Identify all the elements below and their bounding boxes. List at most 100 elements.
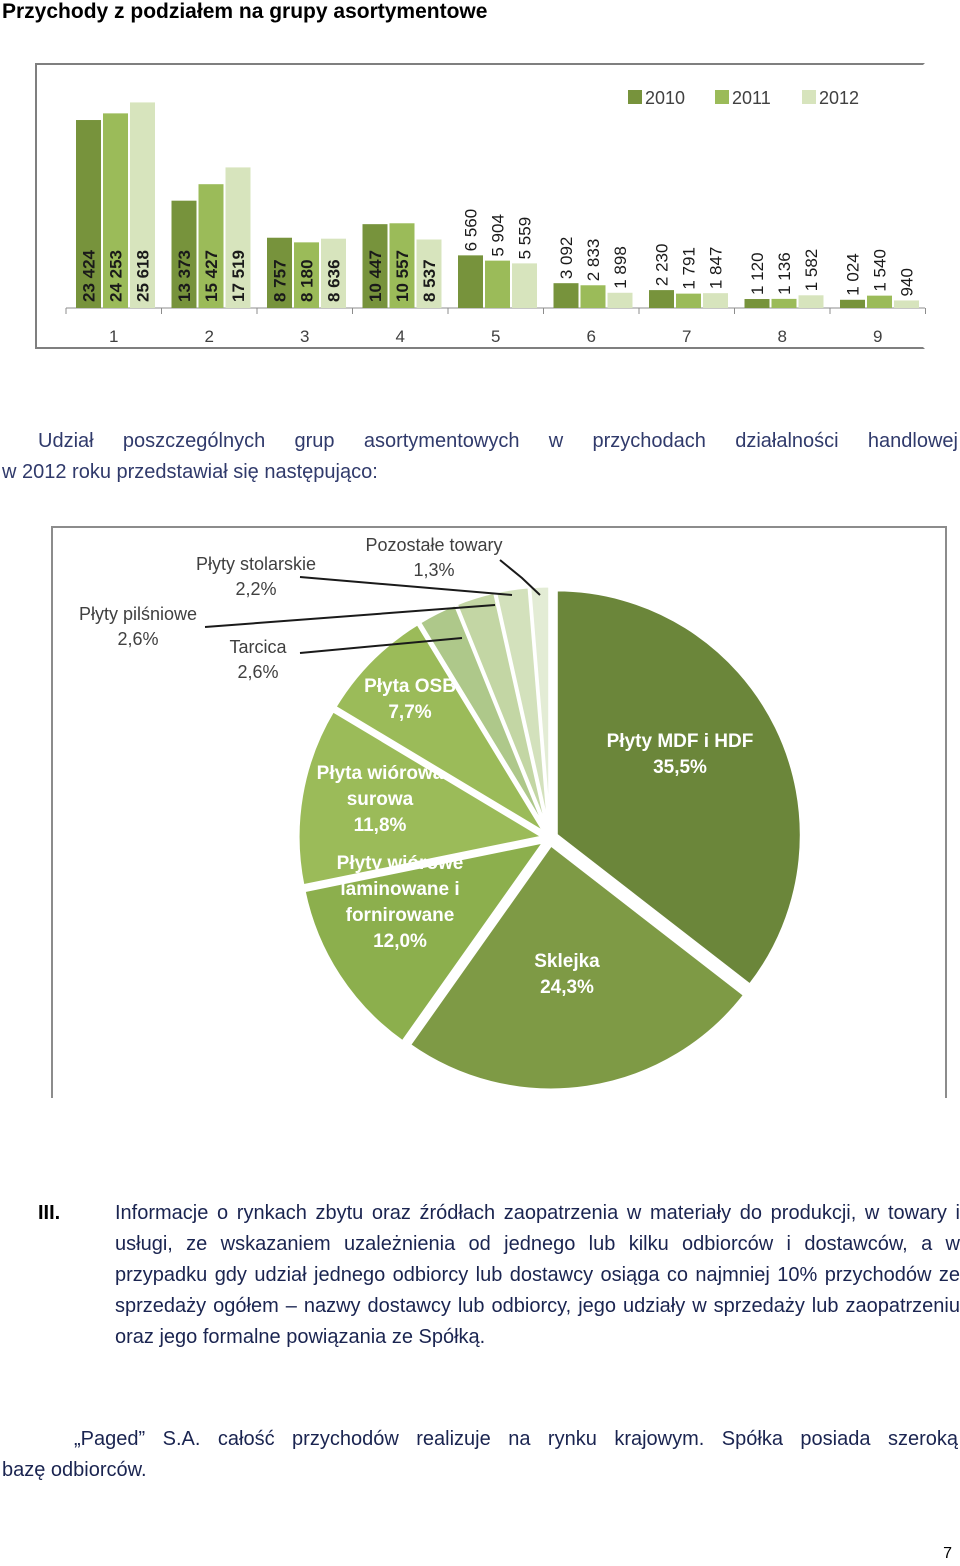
- closing-line-1: „Paged” S.A. całość przychodów realizuje…: [74, 1428, 958, 1450]
- pie-label: Płyta OSB: [364, 676, 456, 697]
- intro-paragraph: Udział poszczególnych grup asortymentowy…: [2, 426, 958, 488]
- bar-data-label: 8 180: [298, 259, 317, 302]
- bar: [840, 299, 865, 308]
- bar: [416, 239, 442, 308]
- bar-data-label: 2 230: [653, 244, 672, 287]
- bar: [225, 167, 251, 308]
- bar-data-label: 5 904: [489, 214, 508, 257]
- x-tick-label: 7: [682, 327, 691, 346]
- bar: [894, 300, 919, 308]
- bar-data-label: 10 557: [393, 250, 412, 302]
- page-number: 7: [943, 1545, 952, 1562]
- bar-data-label: 1 024: [844, 253, 863, 296]
- bar: [512, 263, 537, 308]
- pie-label: Płyta wiórowa: [317, 763, 444, 784]
- pie-label-pct: 2,6%: [117, 629, 158, 649]
- bar: [103, 113, 128, 308]
- pie-leader-line: [299, 576, 513, 596]
- x-tick-label: 4: [396, 327, 405, 346]
- closing-paragraph: „Paged” S.A. całość przychodów realizuje…: [2, 1424, 958, 1486]
- intro-line-2: w 2012 roku przedstawiał się następująco…: [2, 461, 378, 483]
- bar: [362, 224, 388, 308]
- pie-label: Tarcica: [229, 637, 287, 657]
- pie-label: Płyty stolarskie: [196, 554, 316, 574]
- bar: [130, 102, 155, 308]
- bar-data-label: 1 791: [680, 247, 699, 290]
- pie-label: Płyty wiórowe: [337, 853, 464, 874]
- bar: [485, 260, 510, 308]
- bar-data-label: 3 092: [557, 237, 576, 280]
- bar: [458, 255, 483, 308]
- bar: [321, 238, 346, 308]
- pie-label: 24,3%: [540, 977, 594, 998]
- bar: [580, 285, 606, 308]
- bar-data-label: 15 427: [202, 250, 221, 302]
- pie-leader-line: [204, 604, 496, 628]
- x-tick-label: 1: [109, 327, 118, 346]
- x-tick-label: 2: [205, 327, 214, 346]
- pie-chart: Płyty MDF i HDF 35,5% Sklejka 24,3% Płyty wi…: [51, 526, 947, 1098]
- pie-label: surowa: [347, 789, 414, 810]
- bar-data-label: 24 253: [107, 250, 126, 302]
- bar-data-label: 8 636: [325, 259, 344, 302]
- legend-label: 2012: [819, 88, 859, 108]
- page-heading: Przychody z podziałem na grupy asortymen…: [2, 0, 488, 23]
- bar-data-label: 1 898: [611, 246, 630, 289]
- bar-data-label: 1 136: [775, 252, 794, 295]
- pie-label: 7,7%: [388, 702, 431, 723]
- legend-label: 2010: [645, 88, 685, 108]
- bar: [703, 293, 728, 308]
- pie-slice: [302, 839, 548, 1044]
- pie-label: Sklejka: [534, 951, 600, 972]
- bar: [171, 200, 197, 308]
- bar: [553, 283, 579, 308]
- bar: [294, 242, 319, 308]
- pie-label: Pozostałe towary: [365, 535, 502, 555]
- x-tick-label: 9: [873, 327, 882, 346]
- legend-label: 2011: [732, 88, 771, 108]
- pie-leader-line: [499, 559, 541, 596]
- bar-chart: 1 23 424 24 253 25 618 2 13 373 15 427 17 519 3 8…: [65, 88, 926, 346]
- bar: [676, 293, 701, 308]
- bar-data-label: 2 833: [584, 239, 603, 282]
- bar-data-label: 25 618: [134, 250, 153, 302]
- bar-data-label: 10 447: [366, 250, 385, 302]
- legend-swatch: [715, 90, 729, 104]
- x-tick-label: 3: [300, 327, 309, 346]
- bar: [649, 290, 674, 308]
- bar-data-label: 6 560: [462, 209, 481, 252]
- bar-data-label: 17 519: [229, 250, 248, 302]
- bar-data-label: 1 120: [748, 252, 767, 295]
- bar-data-label: 1 582: [802, 249, 821, 292]
- pie-label: 35,5%: [653, 757, 707, 778]
- bar-data-label: 13 373: [175, 250, 194, 302]
- pie-label: 11,8%: [354, 815, 407, 836]
- pie-leader-line: [299, 637, 463, 654]
- bar: [771, 298, 797, 308]
- x-tick-label: 8: [778, 327, 787, 346]
- pie-label: Płyty MDF i HDF: [607, 731, 754, 752]
- x-tick-label: 6: [587, 327, 596, 346]
- bar-data-label: 8 757: [271, 259, 290, 302]
- bar: [744, 299, 770, 308]
- pie-chart-frame: [51, 526, 947, 1098]
- bar-data-label: 5 559: [516, 217, 535, 260]
- pie-slice: [554, 588, 803, 988]
- section-text: Informacje o rynkach zbytu oraz źródłach…: [115, 1202, 960, 1348]
- bar: [607, 292, 633, 308]
- pie-label: Płyty pilśniowe: [79, 604, 197, 624]
- bar: [389, 223, 415, 308]
- closing-line-2: bazę odbiorców.: [2, 1459, 147, 1481]
- pie-label-pct: 2,6%: [237, 662, 278, 682]
- bar-data-label: 940: [898, 268, 917, 296]
- bar-data-label: 1 540: [871, 249, 890, 292]
- bar: [76, 120, 101, 308]
- pie-slice: [296, 708, 548, 888]
- pie-label-pct: 1,3%: [413, 560, 454, 580]
- pie-label-pct: 2,2%: [235, 579, 276, 599]
- bar-chart-frame: [35, 63, 925, 349]
- x-tick-label: 5: [491, 327, 500, 346]
- pie-slice: [407, 842, 747, 1092]
- intro-line-1: Udział poszczególnych grup asortymentowy…: [38, 430, 958, 452]
- bar: [798, 295, 824, 308]
